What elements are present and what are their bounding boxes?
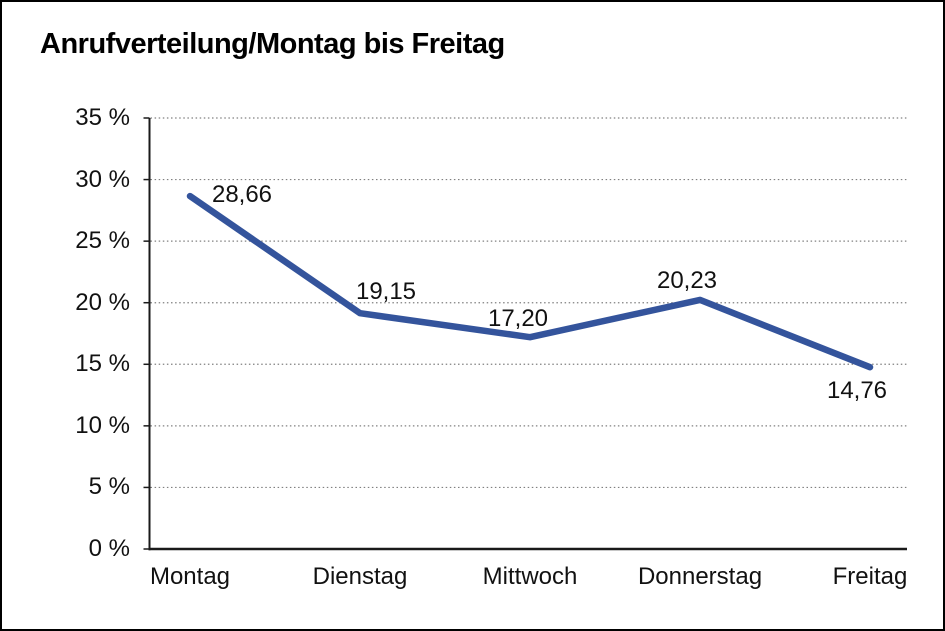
data-point-label: 17,20 [487,305,549,332]
data-point-label: 28,66 [211,181,273,208]
y-axis-tick-label: 20 % [75,289,130,316]
x-axis-category-label: Freitag [832,563,908,590]
x-axis-category-label: Donnerstag [637,563,763,590]
y-axis-tick-label: 30 % [75,166,130,193]
data-point-label: 19,15 [355,278,417,305]
data-point-label: 20,23 [656,267,718,294]
y-axis-tick-label: 15 % [75,350,130,377]
x-axis-category-label: Montag [149,563,231,590]
y-axis-tick-label: 0 % [88,535,130,562]
data-point-label: 14,76 [826,377,888,404]
y-axis-tick-label: 25 % [75,227,130,254]
data-line-series [186,192,874,371]
x-axis-category-label: Mittwoch [482,563,578,590]
y-axis-tick-label: 5 % [88,473,130,500]
chart-title: Anrufverteilung/Montag bis Freitag [40,28,505,60]
y-axis-tick-label: 10 % [75,412,130,439]
x-axis-category-label: Dienstag [312,563,408,590]
y-axis-tick-label: 35 % [75,104,130,131]
